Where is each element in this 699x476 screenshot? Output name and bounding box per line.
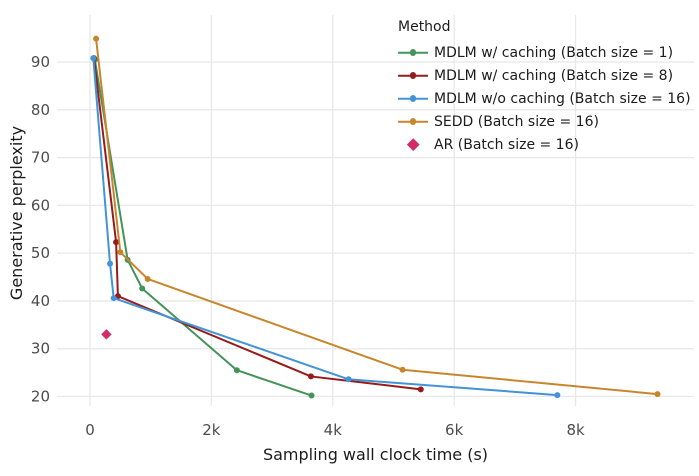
data-point: [554, 392, 561, 399]
y-tick-label: 70: [31, 149, 50, 167]
x-tick-label: 8k: [566, 421, 585, 439]
y-tick-label: 40: [31, 292, 50, 310]
data-point: [399, 366, 406, 373]
legend-item-label: AR (Batch size = 16): [434, 136, 579, 153]
y-tick-label: 80: [31, 101, 50, 119]
data-point: [417, 386, 424, 393]
legend-item-label: MDLM w/o caching (Batch size = 16): [434, 90, 691, 107]
legend-title: Method: [398, 19, 451, 35]
legend-item-label: MDLM w/ caching (Batch size = 1): [434, 44, 674, 61]
data-point: [113, 239, 120, 246]
legend: Method MDLM w/ caching (Batch size = 1) …: [398, 17, 691, 156]
line-dot-marker-icon: [398, 87, 428, 110]
data-point: [307, 373, 314, 380]
data-point: [233, 367, 240, 374]
y-tick-label: 90: [31, 53, 50, 71]
x-axis-title: Sampling wall clock time (s): [262, 445, 489, 464]
y-tick-label: 20: [31, 388, 50, 406]
data-point: [93, 35, 100, 42]
x-tick-label: 6k: [445, 421, 464, 439]
legend-item-mdlm-caching-b1: MDLM w/ caching (Batch size = 1): [398, 41, 691, 64]
data-point: [144, 275, 151, 282]
data-point: [139, 285, 146, 292]
line-dot-marker-icon: [398, 110, 428, 133]
diamond-marker-icon: [398, 133, 428, 156]
data-point: [345, 376, 352, 383]
y-tick-label: 50: [31, 244, 50, 262]
data-point: [110, 295, 117, 302]
data-point-diamond: [101, 329, 112, 340]
data-point: [654, 391, 661, 398]
legend-item-ar-b16: AR (Batch size = 16): [398, 133, 691, 156]
x-tick-label: 2k: [202, 421, 221, 439]
legend-item-label: SEDD (Batch size = 16): [434, 113, 599, 130]
legend-item-mdlm-no-caching-b16: MDLM w/o caching (Batch size = 16): [398, 87, 691, 110]
legend-item-sedd-b16: SEDD (Batch size = 16): [398, 110, 691, 133]
line-dot-marker-icon: [398, 64, 428, 87]
y-axis-title: Generative perplexity: [7, 125, 26, 301]
data-point: [117, 249, 124, 256]
y-tick-label: 60: [31, 196, 50, 214]
data-point: [308, 392, 315, 399]
line-dot-marker-icon: [398, 41, 428, 64]
y-tick-label: 30: [31, 340, 50, 358]
legend-item-mdlm-caching-b8: MDLM w/ caching (Batch size = 8): [398, 64, 691, 87]
data-point: [107, 260, 114, 267]
series-line: [92, 58, 421, 391]
data-point: [90, 55, 97, 62]
x-tick-label: 4k: [324, 421, 343, 439]
legend-item-label: MDLM w/ caching (Batch size = 8): [434, 67, 674, 84]
x-tick-label: 0: [85, 421, 95, 439]
